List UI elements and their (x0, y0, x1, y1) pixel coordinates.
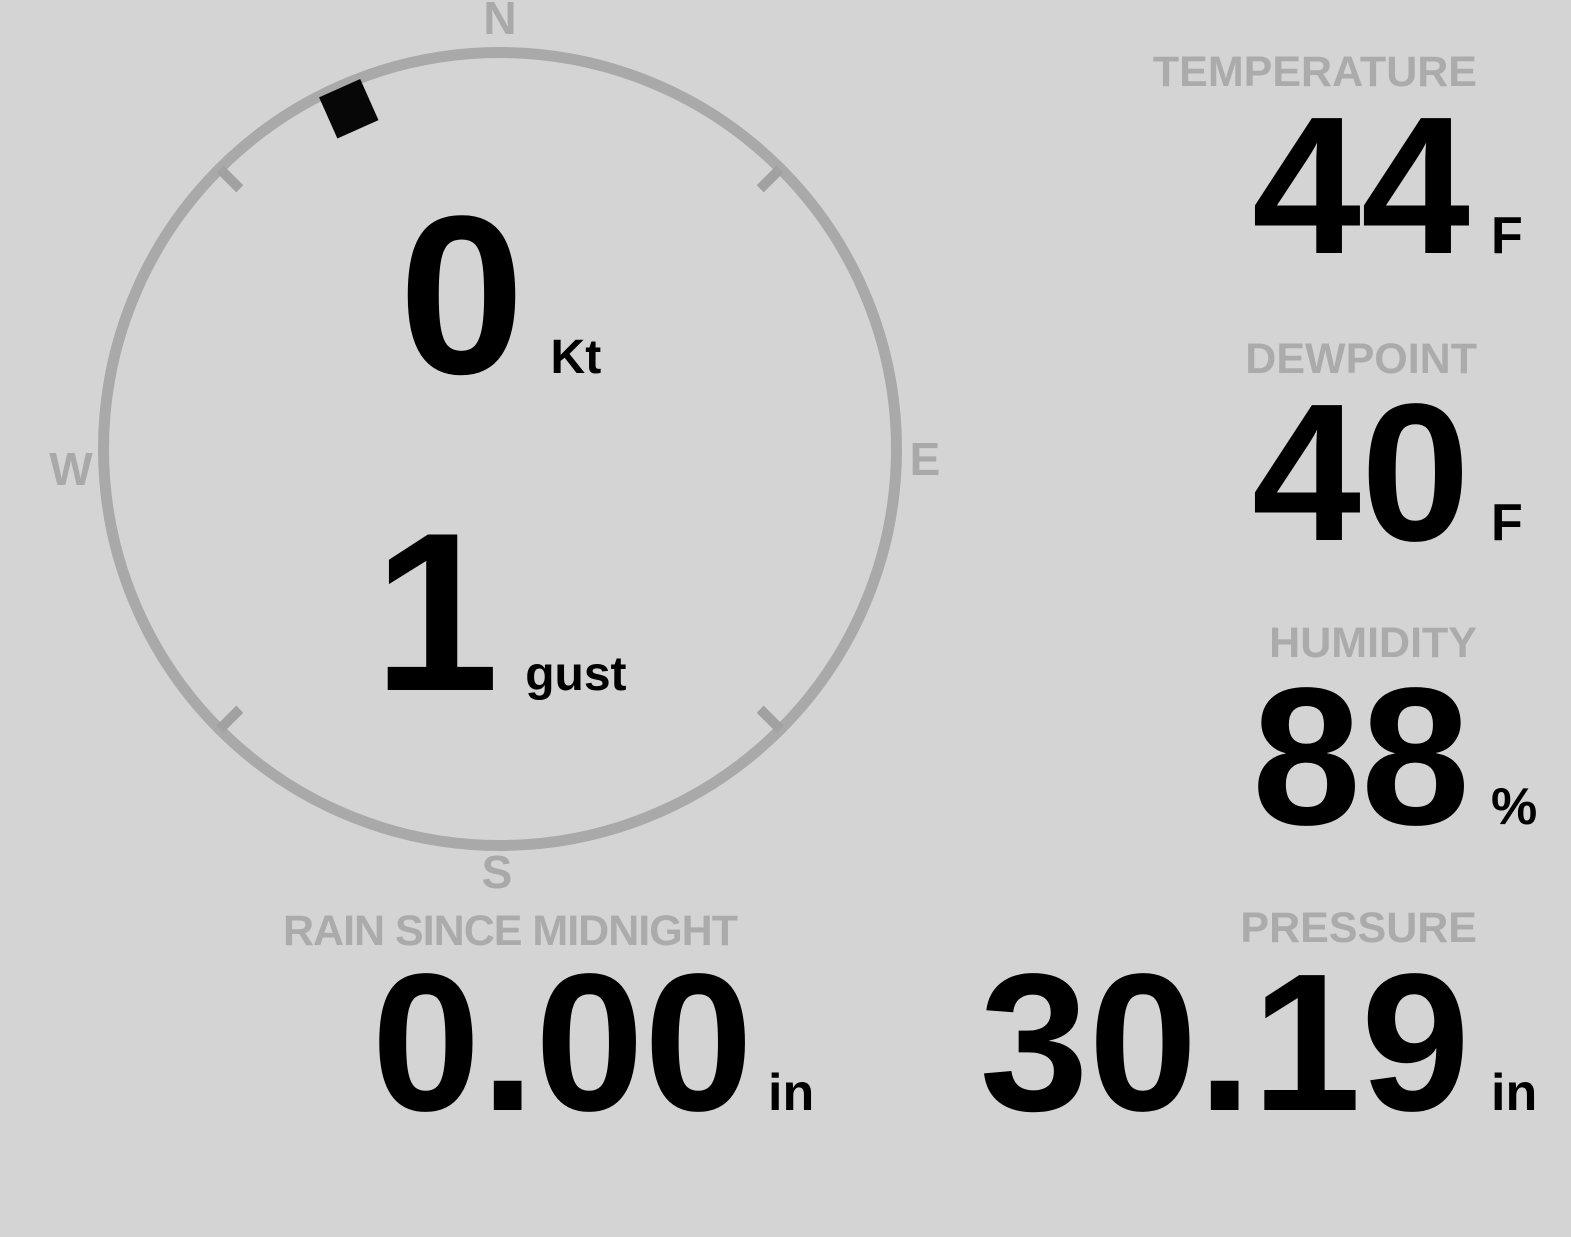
wind-gust-value: 1 (373, 485, 500, 738)
rain-value: 0.00 (371, 933, 753, 1152)
wind-speed-value: 0 (398, 168, 525, 421)
temperature-label: TEMPERATURE (1152, 48, 1477, 96)
humidity-value: 88 (1251, 647, 1470, 866)
compass-ring (98, 47, 902, 851)
dewpoint-value: 40 (1251, 363, 1470, 582)
wind-speed-reading: 0 Kt (399, 182, 601, 408)
temperature-value: 44 (1251, 76, 1470, 295)
pressure-unit: in (1491, 1064, 1538, 1122)
compass-cardinal-east: E (909, 433, 941, 485)
compass-cardinal-west: W (49, 443, 93, 495)
humidity-label: HUMIDITY (1269, 619, 1477, 667)
pressure-label: PRESSURE (1240, 904, 1477, 952)
wind-speed-unit: Kt (550, 331, 602, 384)
compass-cardinal-north: N (483, 0, 517, 44)
dewpoint-unit: F (1491, 494, 1523, 552)
rain-unit: in (768, 1064, 815, 1122)
dewpoint-label: DEWPOINT (1245, 335, 1477, 383)
pressure-value: 30.19 (979, 933, 1470, 1152)
rain-label: RAIN SINCE MIDNIGHT (283, 907, 738, 955)
temperature-unit: F (1491, 207, 1523, 265)
humidity-unit: % (1491, 778, 1538, 836)
wind-gust-reading: 1 gust (373, 499, 626, 725)
compass-cardinal-south: S (481, 846, 513, 898)
wind-gust-unit: gust (525, 648, 627, 701)
